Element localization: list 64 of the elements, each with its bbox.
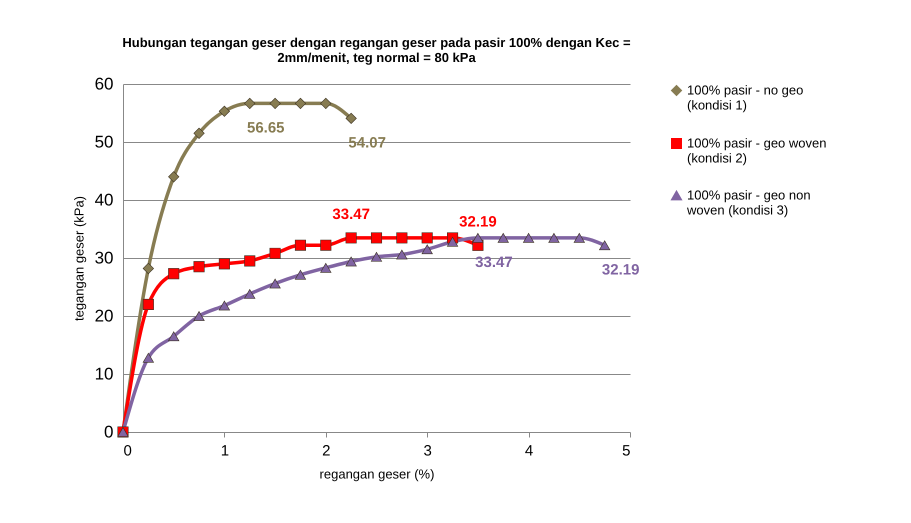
point (447, 236, 458, 247)
point (422, 232, 433, 244)
point (270, 98, 281, 109)
point (346, 112, 357, 124)
point (396, 232, 408, 244)
point (294, 98, 306, 109)
point (244, 98, 256, 109)
point (168, 268, 180, 280)
point (498, 233, 509, 243)
y-tick-label: 50 (94, 132, 114, 152)
annotation: 32.19 (602, 261, 640, 278)
x-axis-title: regangan geser (%) (320, 466, 434, 482)
x-tick-label: 0 (124, 442, 132, 460)
x-tick-label: 3 (424, 442, 432, 460)
y-tick-label: 60 (94, 74, 114, 94)
point (422, 244, 433, 254)
point (142, 352, 154, 363)
x-tick-label: 5 (622, 442, 630, 460)
point (320, 240, 332, 251)
legend-label: 100% pasir - no geo (kondisi 1) (687, 82, 804, 112)
point (396, 250, 408, 260)
legend-label: 100% pasir - geo non woven (kondisi 3) (686, 188, 811, 218)
y-tick-label: 40 (94, 190, 114, 210)
point (194, 128, 205, 139)
point (194, 261, 205, 272)
point (142, 298, 154, 310)
point (320, 263, 332, 273)
y-axis-title: tegangan geser (kPa) (72, 196, 87, 322)
point (523, 233, 534, 243)
point (218, 106, 230, 117)
x-tick-label: 4 (524, 442, 534, 460)
point (194, 311, 205, 321)
point (218, 300, 230, 310)
point (142, 262, 154, 274)
point (370, 232, 382, 244)
point (270, 278, 281, 288)
annotation: 33.47 (332, 206, 370, 223)
point (244, 255, 256, 266)
point (472, 233, 484, 243)
y-tick-label: 20 (94, 306, 114, 326)
annotation: 33.47 (475, 254, 513, 271)
chart-title: Hubungan tegangan geser dengan regangan geser pada pasir 100% dengan Kec = 2mm/menit, teg normal = 80 kPa (122, 35, 632, 65)
y-tick-label: 30 (94, 248, 114, 268)
point (294, 270, 306, 280)
point (218, 258, 230, 270)
legend-label: 100% pasir - geo woven (kondisi 2) (687, 136, 826, 166)
point (294, 240, 306, 251)
point (548, 233, 560, 243)
point (270, 248, 281, 259)
point (168, 331, 180, 342)
point (346, 256, 357, 266)
point (244, 289, 256, 299)
y-tick-label: 10 (94, 364, 114, 384)
point (320, 98, 332, 109)
x-tick-label: 2 (322, 442, 330, 460)
point (574, 233, 585, 243)
x-tick-label: 1 (220, 442, 230, 460)
point (346, 232, 357, 244)
annotation: 56.65 (246, 119, 285, 136)
y-tick-label: 0 (104, 422, 114, 442)
point (599, 240, 610, 250)
point (168, 171, 180, 182)
point (370, 252, 382, 262)
annotation: 32.19 (459, 213, 497, 230)
